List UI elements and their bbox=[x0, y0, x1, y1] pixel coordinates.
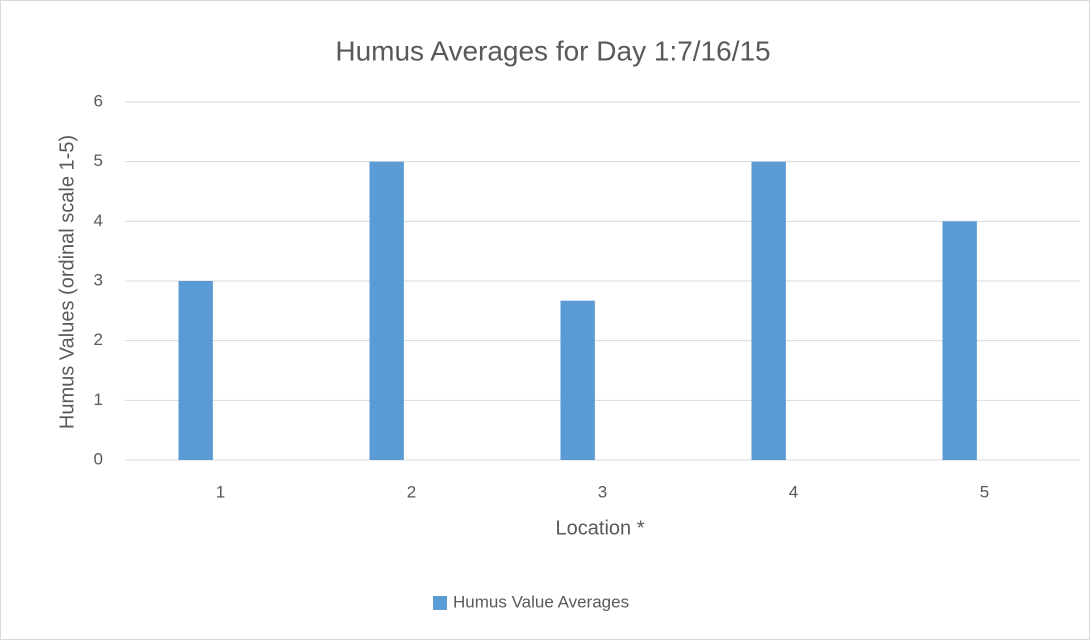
x-tick-label: 1 bbox=[216, 482, 225, 501]
chart-title: Humus Averages for Day 1:7/16/15 bbox=[335, 35, 770, 66]
y-tick-label: 0 bbox=[94, 449, 103, 468]
x-tick-label: 5 bbox=[980, 482, 989, 501]
bar bbox=[178, 281, 213, 460]
y-tick-label: 4 bbox=[94, 211, 103, 230]
bar bbox=[560, 300, 595, 460]
bar bbox=[369, 161, 404, 460]
legend-label: Humus Value Averages bbox=[453, 592, 629, 611]
x-tick-label: 3 bbox=[598, 482, 607, 501]
bar bbox=[942, 221, 977, 460]
y-tick-label: 6 bbox=[94, 91, 103, 110]
y-tick-label: 1 bbox=[94, 390, 103, 409]
bar bbox=[751, 161, 786, 460]
x-axis-title: Location * bbox=[556, 517, 645, 539]
y-tick-label: 3 bbox=[94, 270, 103, 289]
y-axis-title: Humus Values (ordinal scale 1-5) bbox=[56, 135, 78, 429]
y-tick-label: 5 bbox=[94, 151, 103, 170]
x-tick-label: 4 bbox=[789, 482, 798, 501]
legend-swatch bbox=[433, 596, 447, 610]
x-tick-label: 2 bbox=[407, 482, 416, 501]
y-tick-label: 2 bbox=[94, 330, 103, 349]
